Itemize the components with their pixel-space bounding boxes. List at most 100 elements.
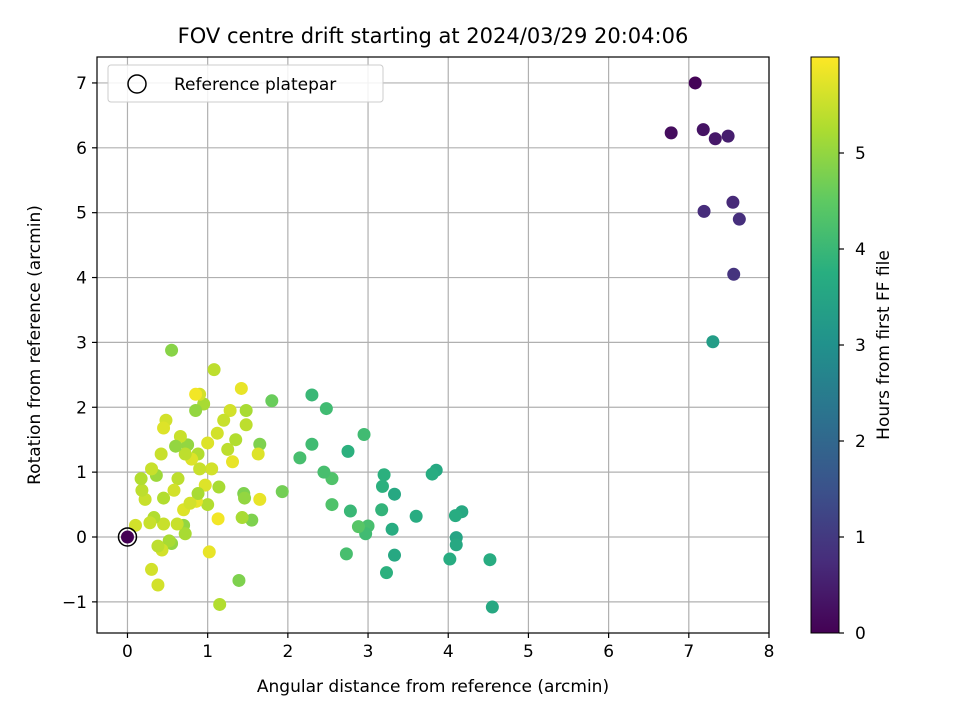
y-tick-label: 5 <box>76 204 87 224</box>
data-point <box>234 381 248 395</box>
data-point <box>229 433 243 447</box>
x-tick-label: 4 <box>443 642 454 662</box>
y-axis-label: Rotation from reference (arcmin) <box>25 205 45 485</box>
data-point <box>226 455 240 469</box>
data-point <box>145 562 159 576</box>
data-point <box>213 597 227 611</box>
data-point <box>339 547 353 561</box>
data-point <box>305 437 319 451</box>
data-point <box>732 212 746 226</box>
colorbar-gradient <box>810 56 840 634</box>
data-point <box>171 472 185 486</box>
colorbar-tick-label: 0 <box>855 624 866 644</box>
y-tick-label: 0 <box>76 528 87 548</box>
data-point <box>183 496 197 510</box>
x-tick-label: 2 <box>282 642 293 662</box>
data-point <box>239 418 253 432</box>
data-point <box>193 462 207 476</box>
data-point <box>708 132 722 146</box>
data-point <box>232 573 246 587</box>
data-point <box>154 447 168 461</box>
data-point <box>727 267 741 281</box>
data-point <box>157 421 171 435</box>
colorbar-tick-label: 4 <box>855 240 866 260</box>
data-point <box>726 195 740 209</box>
data-point <box>448 509 462 523</box>
data-point <box>265 394 279 408</box>
data-point <box>143 516 157 530</box>
data-point <box>210 426 224 440</box>
data-point <box>223 404 237 418</box>
data-point <box>211 512 225 526</box>
data-point <box>375 503 389 517</box>
colorbar-tick-label: 3 <box>855 336 866 356</box>
data-point <box>688 76 702 90</box>
x-axis-label: Angular distance from reference (arcmin) <box>257 677 609 697</box>
data-point <box>379 566 393 580</box>
data-point <box>165 343 179 357</box>
colorbar-tick-label: 2 <box>855 432 866 452</box>
colorbar: 0 1 2 3 4 5 Hours from first FF file <box>810 56 894 644</box>
data-point <box>664 126 678 140</box>
colorbar-label: Hours from first FF file <box>874 250 894 440</box>
data-point <box>145 462 159 476</box>
data-point <box>205 462 219 476</box>
data-point <box>238 491 252 505</box>
x-tick-label: 7 <box>683 642 694 662</box>
data-point <box>325 498 339 512</box>
colorbar-tick-label: 5 <box>855 144 866 164</box>
y-tick-label: 6 <box>76 139 87 159</box>
data-point <box>377 468 391 482</box>
legend-box <box>107 64 384 103</box>
data-point <box>251 447 265 461</box>
data-point <box>253 492 267 506</box>
data-point <box>157 491 171 505</box>
data-point <box>275 485 289 499</box>
y-tick-label: −1 <box>62 593 87 613</box>
reference-point-marker <box>117 527 138 547</box>
data-point <box>221 442 235 456</box>
data-point <box>388 487 402 501</box>
x-tick-label: 0 <box>122 642 133 662</box>
data-point <box>189 404 203 418</box>
colorbar-ticks: 0 1 2 3 4 5 <box>839 144 866 644</box>
data-point <box>178 527 192 541</box>
data-point <box>697 204 711 218</box>
data-point <box>201 498 215 512</box>
data-point <box>305 388 319 402</box>
data-point <box>483 553 497 567</box>
data-point <box>385 522 399 536</box>
data-point <box>375 479 389 493</box>
data-point <box>235 511 249 525</box>
y-tick-label: 2 <box>76 398 87 418</box>
data-point <box>706 335 720 349</box>
grid <box>97 57 770 633</box>
data-point <box>189 387 203 401</box>
data-point <box>409 509 423 523</box>
data-point <box>388 548 402 562</box>
x-axis-ticks: 0 1 2 3 4 5 6 7 8 <box>122 633 774 662</box>
data-point <box>449 538 463 552</box>
y-tick-label: 7 <box>76 74 87 94</box>
y-tick-label: 3 <box>76 333 87 353</box>
data-point <box>198 478 212 492</box>
data-point <box>293 451 307 465</box>
y-tick-label: 1 <box>76 463 87 483</box>
data-point <box>351 520 365 534</box>
data-point <box>207 363 221 377</box>
x-tick-label: 1 <box>202 642 213 662</box>
x-tick-label: 3 <box>363 642 374 662</box>
data-point <box>343 504 357 518</box>
data-point <box>201 436 215 450</box>
data-point <box>212 480 226 494</box>
data-point <box>191 487 205 501</box>
y-axis-ticks: −1 0 1 2 3 4 5 6 7 <box>62 74 97 613</box>
data-point <box>721 129 735 143</box>
data-point <box>253 437 267 451</box>
legend: Reference platepar <box>107 64 384 103</box>
data-point <box>357 428 371 442</box>
data-point <box>128 518 142 532</box>
data-points <box>117 76 746 614</box>
data-point <box>157 517 171 531</box>
